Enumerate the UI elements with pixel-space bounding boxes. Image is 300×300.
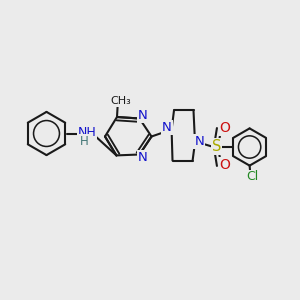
Text: N: N xyxy=(162,121,172,134)
Text: H: H xyxy=(80,135,88,148)
Text: N: N xyxy=(138,109,147,122)
Text: O: O xyxy=(219,158,230,172)
Text: Cl: Cl xyxy=(246,170,258,184)
Text: NH: NH xyxy=(78,126,96,139)
Text: CH₃: CH₃ xyxy=(110,96,131,106)
Text: S: S xyxy=(212,139,221,154)
Text: O: O xyxy=(219,121,230,135)
Text: N: N xyxy=(194,135,204,148)
Text: N: N xyxy=(138,151,147,164)
